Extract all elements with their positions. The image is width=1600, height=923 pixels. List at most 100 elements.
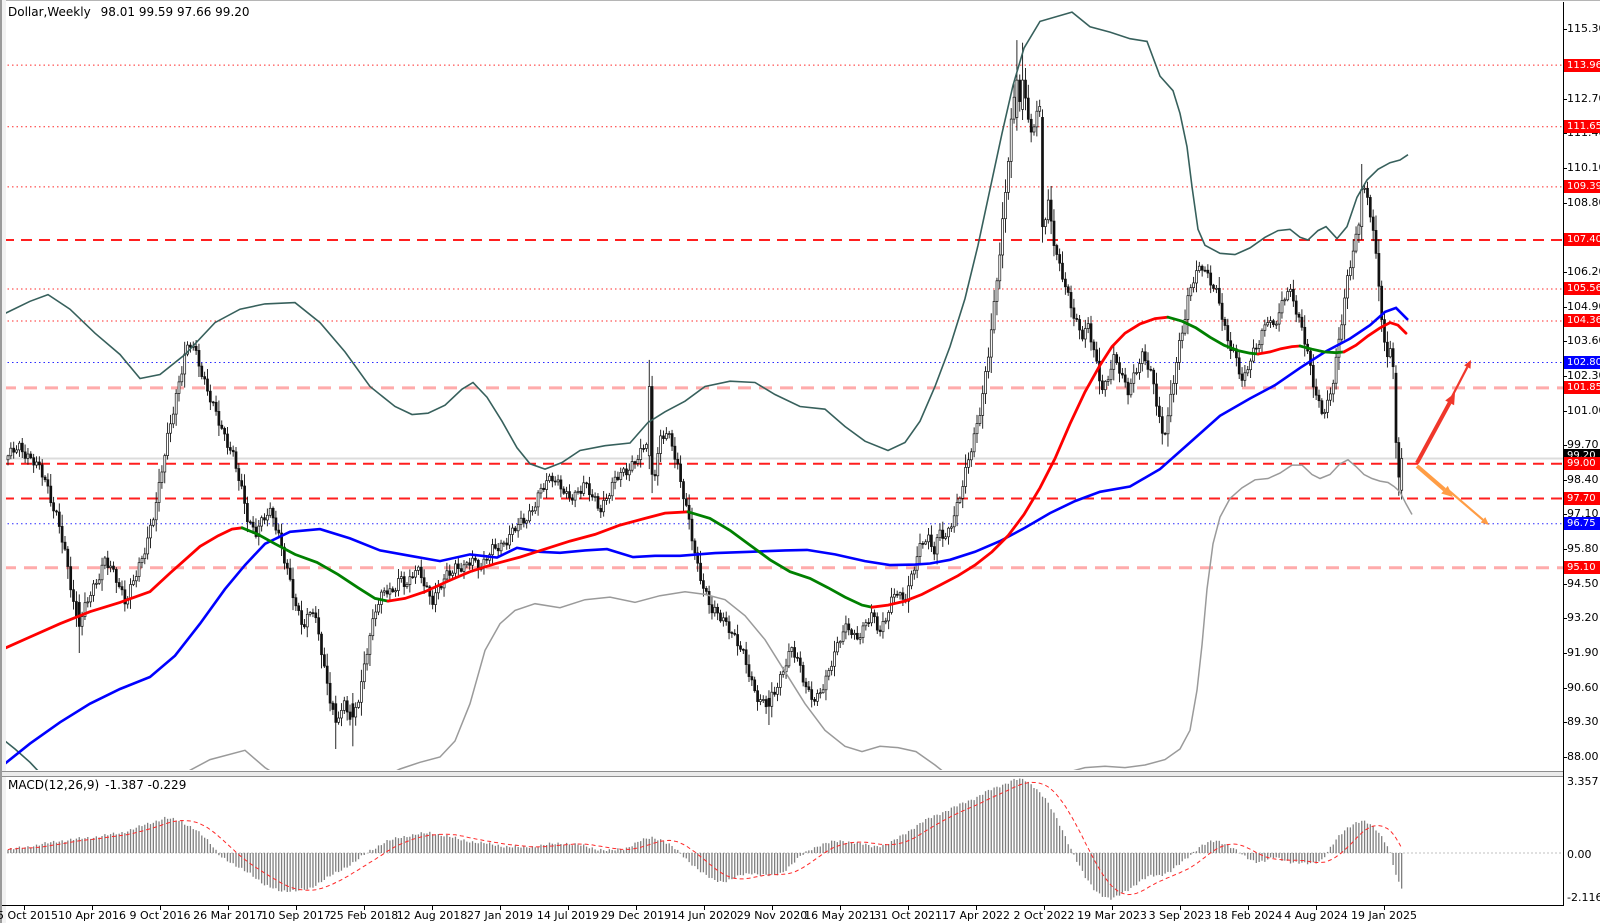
price-level-badge: 107.40 <box>1564 233 1600 247</box>
date-tick-label: 9 Oct 2016 <box>129 909 191 922</box>
price-level-badge: 101.85 <box>1564 381 1600 395</box>
price-tick-label: 95.80 <box>1567 542 1599 556</box>
price-tick-label: 93.20 <box>1567 611 1599 625</box>
price-tick-label: 88.00 <box>1567 749 1599 763</box>
price-tick-label: 99.70 <box>1567 438 1599 452</box>
price-tick-mark <box>1563 307 1567 308</box>
price-level-badge: 105.56 <box>1564 282 1600 296</box>
price-tick-mark <box>1563 480 1567 481</box>
date-tick-mark <box>1112 905 1113 910</box>
price-level-badge: 111.65 <box>1564 120 1600 134</box>
price-tick-label: 115.30 <box>1567 22 1600 36</box>
date-tick-mark <box>1180 905 1181 910</box>
date-tick-mark <box>1044 905 1045 910</box>
date-tick-mark <box>840 905 841 910</box>
symbol-timeframe-label: Dollar,Weekly <box>8 5 91 19</box>
outer-band[interactable] <box>180 458 1413 803</box>
date-tick-mark <box>92 905 93 910</box>
date-tick-mark <box>24 905 25 910</box>
price-level-badge: 99.00 <box>1564 457 1600 471</box>
fast-ma-segment-green[interactable] <box>240 526 390 603</box>
slow-ma-line[interactable] <box>0 306 1409 768</box>
price-tick-mark <box>1563 99 1567 100</box>
price-tick-mark <box>1563 341 1567 342</box>
date-tick-label: 19 Jan 2025 <box>1351 909 1417 922</box>
date-tick-mark <box>636 905 637 910</box>
date-tick-mark <box>976 905 977 910</box>
date-tick-mark <box>1316 905 1317 910</box>
date-tick-mark <box>704 905 705 910</box>
window-top-border <box>0 0 1600 1</box>
fast-ma-segment-red[interactable] <box>0 526 244 651</box>
date-tick-label: 14 Jun 2020 <box>670 909 738 922</box>
macd-name-label: MACD(12,26,9) <box>8 778 100 792</box>
date-tick-label: 29 Dec 2019 <box>600 909 672 922</box>
date-tick-label: 3 Sep 2023 <box>1148 909 1212 922</box>
date-tick-label: 16 May 2021 <box>804 909 876 922</box>
date-tick-label: 27 Jan 2019 <box>467 909 533 922</box>
date-tick-mark <box>296 905 297 910</box>
price-tick-label: 89.30 <box>1567 715 1599 729</box>
time-axis-line <box>2 905 1564 906</box>
macd-signal-line[interactable] <box>7 781 1403 896</box>
date-tick-mark <box>500 905 501 910</box>
window-left-border <box>0 0 6 923</box>
price-tick-mark <box>1563 168 1567 169</box>
date-tick-mark <box>364 905 365 910</box>
price-tick-label: 91.90 <box>1567 646 1599 660</box>
date-tick-mark <box>908 905 909 910</box>
price-tick-mark <box>1563 376 1567 377</box>
fast-ma-segment-green[interactable] <box>686 510 874 609</box>
trend-arrows[interactable] <box>1415 360 1489 525</box>
price-axis-line <box>1563 2 1564 905</box>
candlestick-series <box>6 40 1404 749</box>
price-tick-mark <box>1563 272 1567 273</box>
chart-title: Dollar,Weekly 98.01 99.59 97.66 99.20 <box>8 5 250 19</box>
date-tick-mark <box>160 905 161 910</box>
macd-pane[interactable] <box>3 778 1563 900</box>
bollinger-upper-band[interactable] <box>0 11 1409 470</box>
pane-separator[interactable] <box>2 771 1563 777</box>
date-tick-label: 14 Jul 2019 <box>536 909 600 922</box>
price-level-badge: 102.80 <box>1564 356 1600 370</box>
macd-indicator-label: MACD(12,26,9) -1.387 -0.229 <box>8 778 186 792</box>
date-tick-mark <box>1384 905 1385 910</box>
date-tick-label: 19 Mar 2023 <box>1077 909 1147 922</box>
bollinger-lower-band[interactable] <box>0 737 60 794</box>
fast-ma-segment-green[interactable] <box>1166 315 1260 356</box>
price-tick-mark <box>1563 549 1567 550</box>
price-tick-label: 108.80 <box>1567 195 1600 209</box>
date-tick-label: 10 Apr 2016 <box>57 909 127 922</box>
fast-ma-segment-red[interactable] <box>1256 344 1302 356</box>
price-tick-mark <box>1563 618 1567 619</box>
price-level-badge: 104.36 <box>1564 314 1600 328</box>
date-tick-label: 2 Oct 2022 <box>1013 909 1075 922</box>
ohlc-readout: 98.01 99.59 97.66 99.20 <box>100 5 250 19</box>
fast-ma-segment-green[interactable] <box>1298 344 1346 355</box>
price-level-badge: 109.39 <box>1564 180 1600 194</box>
fast-ma-segment-red[interactable] <box>1342 321 1408 354</box>
fast-ma-segment-red[interactable] <box>386 510 690 603</box>
price-tick-label: 106.20 <box>1567 264 1600 278</box>
price-level-badge: 113.96 <box>1564 58 1600 72</box>
date-tick-mark <box>772 905 773 910</box>
price-tick-mark <box>1563 688 1567 689</box>
date-tick-label: 25 Feb 2018 <box>329 909 399 922</box>
date-tick-label: 18 Feb 2024 <box>1213 909 1283 922</box>
price-tick-label: 97.10 <box>1567 507 1599 521</box>
price-tick-label: 110.10 <box>1567 161 1600 174</box>
price-tick-mark <box>1563 584 1567 585</box>
date-tick-mark <box>432 905 433 910</box>
fast-ma-segment-red[interactable] <box>870 315 1170 609</box>
price-tick-label: 90.60 <box>1567 680 1599 694</box>
price-pane[interactable] <box>0 11 1563 803</box>
date-tick-label: 26 Mar 2017 <box>193 909 263 922</box>
price-level-badge: 97.70 <box>1564 491 1600 505</box>
price-tick-mark <box>1563 411 1567 412</box>
macd-values-label: -1.387 -0.229 <box>105 778 187 792</box>
price-tick-mark <box>1563 203 1567 204</box>
date-tick-mark <box>568 905 569 910</box>
price-tick-mark <box>1563 29 1567 30</box>
